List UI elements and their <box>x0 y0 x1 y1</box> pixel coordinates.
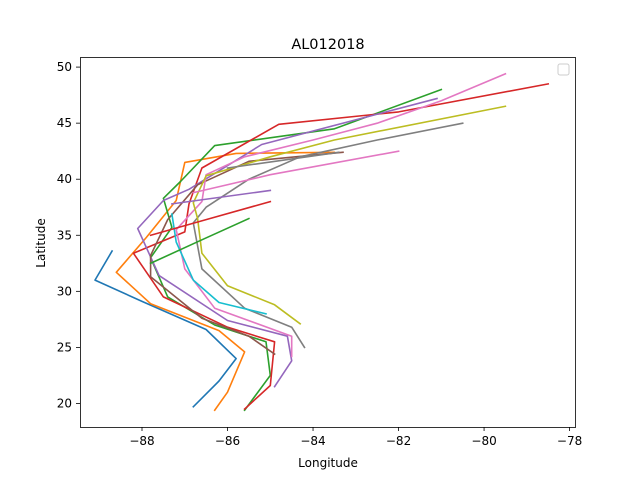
track-line-10 <box>170 213 267 315</box>
y-tick-label: 30 <box>57 284 72 298</box>
y-tick-label: 35 <box>57 228 72 242</box>
y-tick-label: 20 <box>57 396 72 410</box>
track-line-12 <box>149 200 272 237</box>
track-line-13 <box>170 189 272 205</box>
track-line-1 <box>94 249 237 408</box>
x-axis-label: Longitude <box>298 456 358 470</box>
x-tick-label: −84 <box>300 434 325 448</box>
y-tick-label: 40 <box>57 172 72 186</box>
x-tick-label: −80 <box>471 434 496 448</box>
track-line-8 <box>192 122 464 349</box>
x-tick-label: −88 <box>129 434 154 448</box>
track-line-6 <box>149 151 344 356</box>
track-line-5 <box>136 97 438 388</box>
plot-frame <box>80 57 576 428</box>
track-line-4 <box>132 82 550 411</box>
legend-box <box>557 63 570 76</box>
chart-title: AL012018 <box>291 37 364 53</box>
y-tick-label: 45 <box>57 116 72 130</box>
track-line-7 <box>175 72 507 358</box>
track-line-14 <box>192 150 400 194</box>
series-layer <box>94 72 550 412</box>
x-tick-label: −82 <box>386 434 411 448</box>
y-axis-label: Latitude <box>34 218 48 267</box>
x-tick-label: −86 <box>215 434 240 448</box>
y-tick-label: 25 <box>57 340 72 354</box>
track-line-11 <box>149 217 250 265</box>
x-tick-label: −78 <box>557 434 582 448</box>
track-line-15 <box>226 151 340 169</box>
y-axis: 20 25 30 35 40 45 50 <box>57 60 80 410</box>
y-tick-label: 50 <box>57 60 72 74</box>
track-line-3 <box>149 88 443 412</box>
track-line-9 <box>192 105 507 325</box>
x-axis: −88 −86 −84 −82 −80 −78 <box>129 427 582 448</box>
